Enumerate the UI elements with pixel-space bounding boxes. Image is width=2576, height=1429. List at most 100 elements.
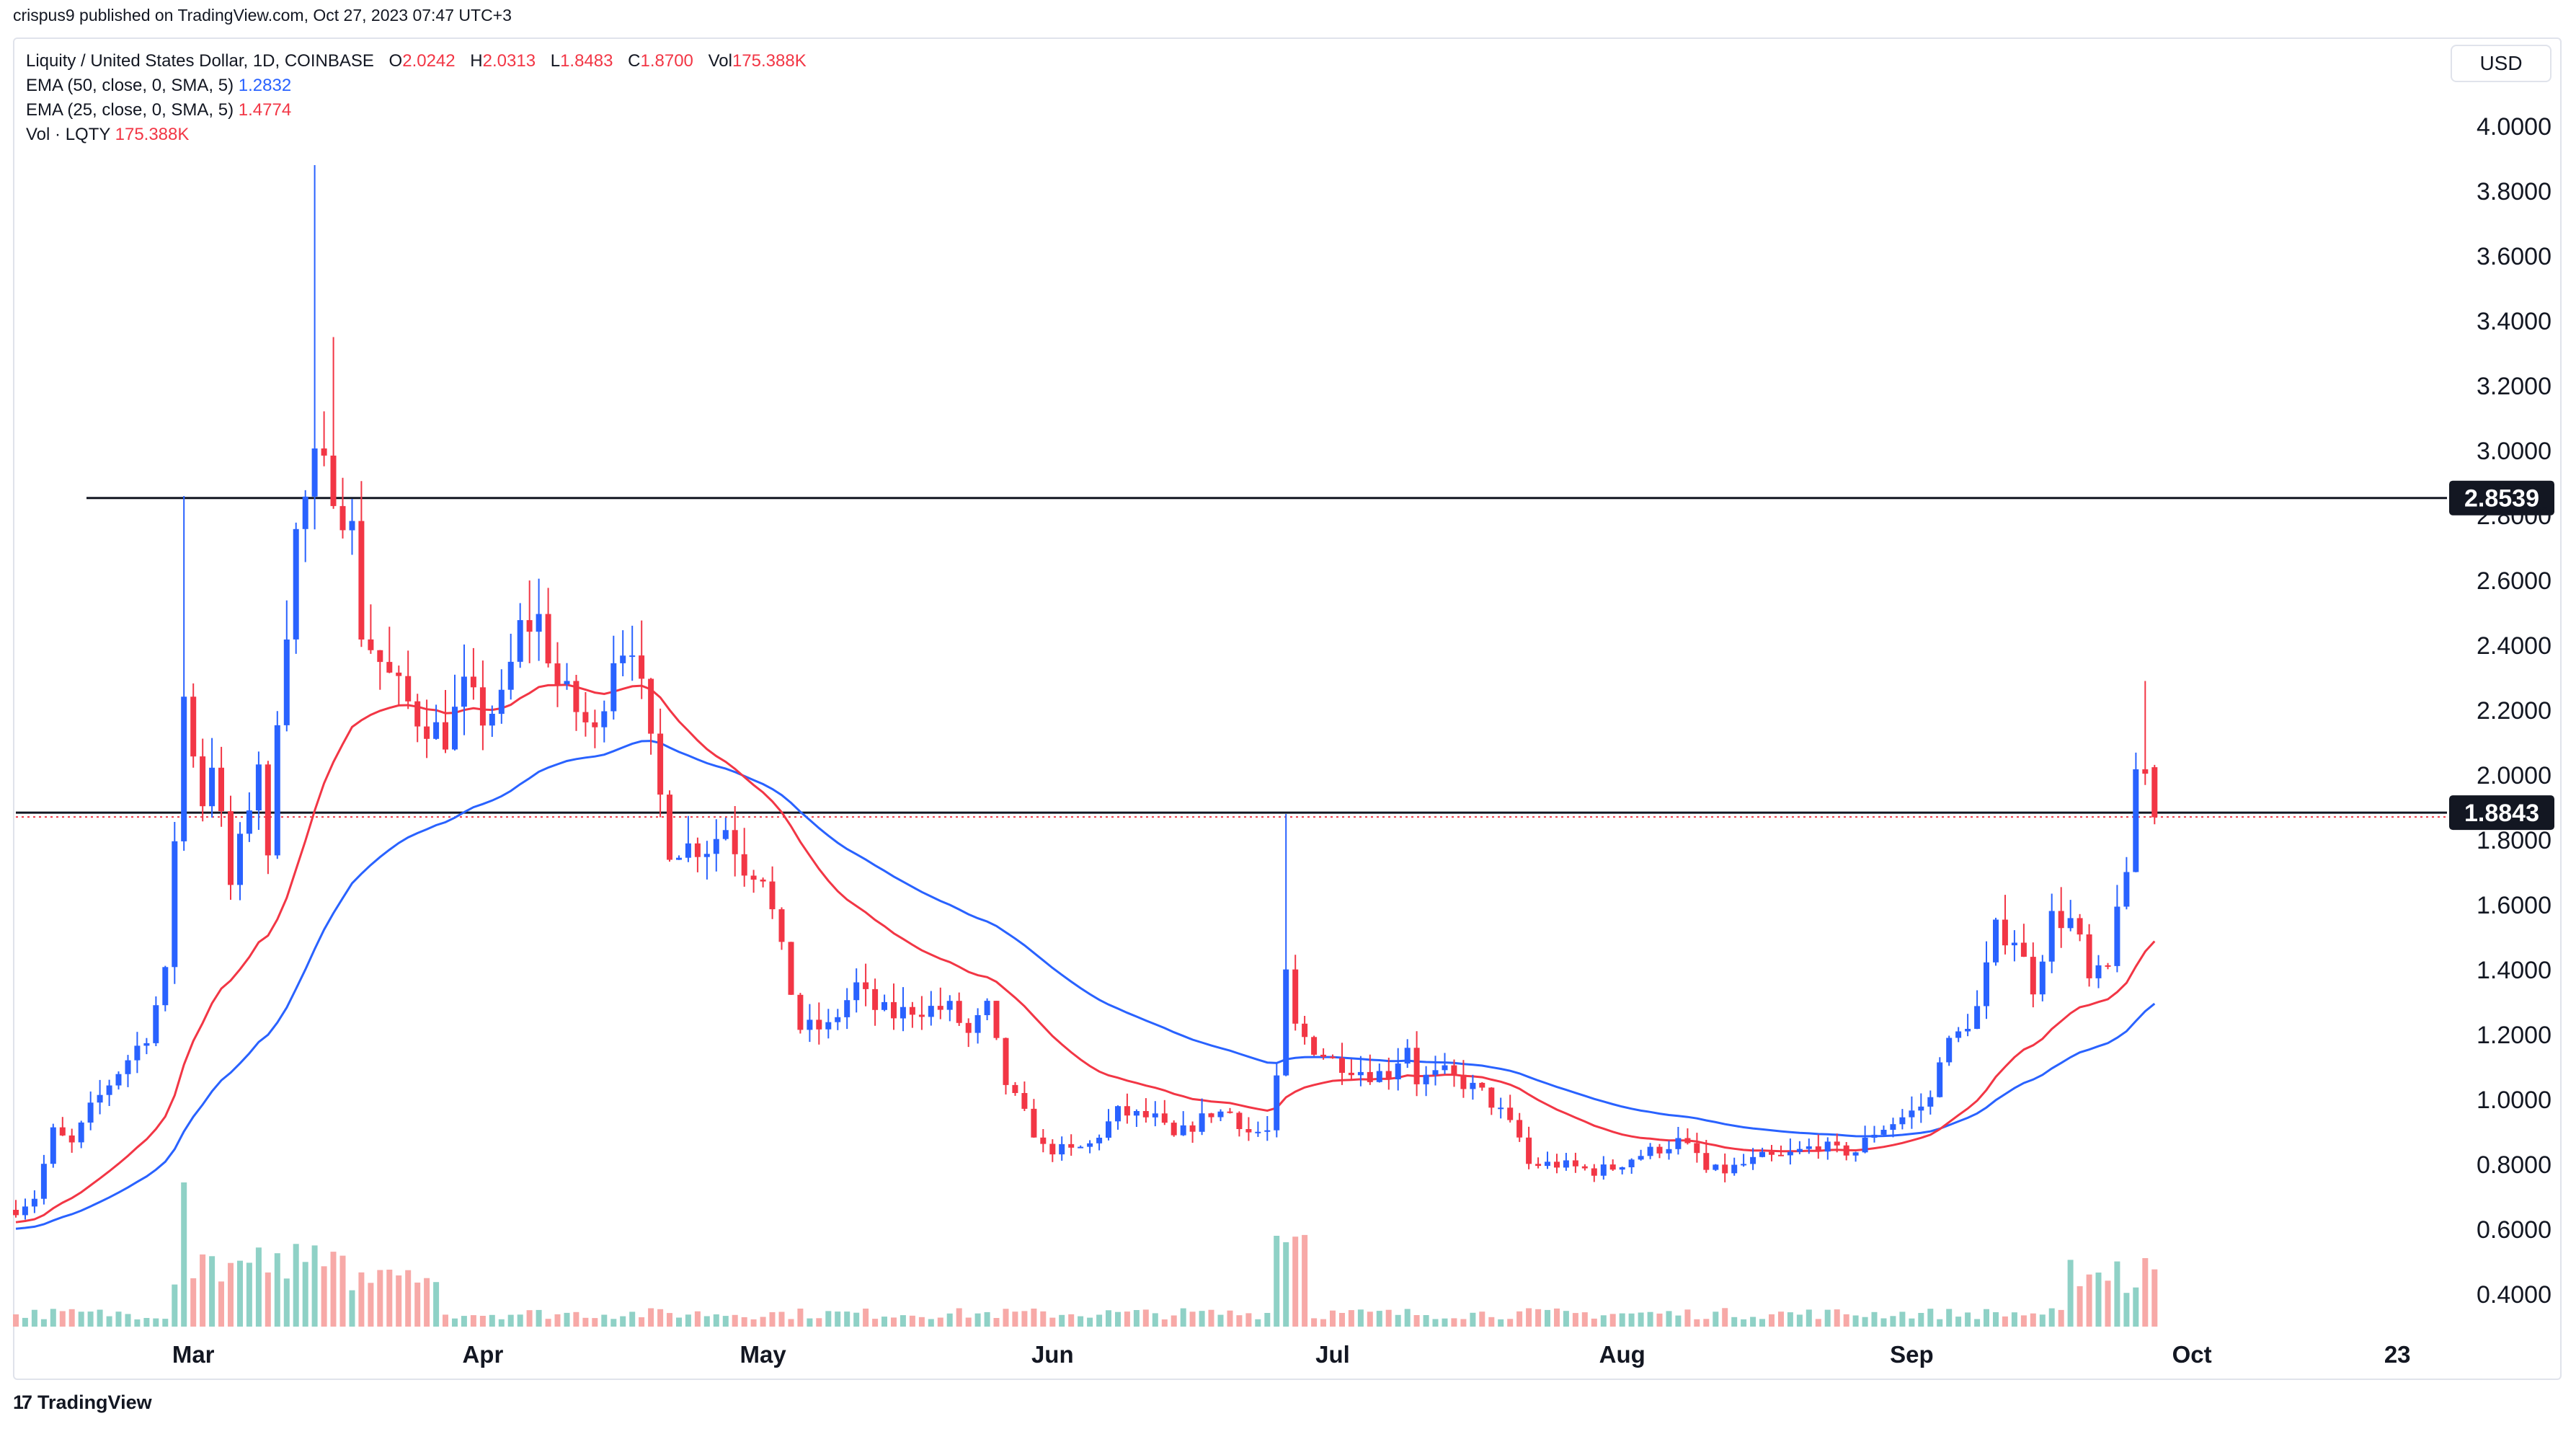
candle[interactable] xyxy=(610,635,617,720)
candle[interactable] xyxy=(844,988,850,1030)
candle[interactable] xyxy=(1918,1093,1924,1123)
candle[interactable] xyxy=(965,1018,972,1048)
candle[interactable] xyxy=(1563,1153,1569,1171)
currency-button[interactable]: USD xyxy=(2451,45,2551,82)
candle[interactable] xyxy=(1208,1112,1214,1123)
candle[interactable] xyxy=(1451,1059,1457,1087)
price-axis[interactable]: 0.4000 0.6000 0.8000 1.0000 1.2000 1.4000 1.60… xyxy=(2477,113,2551,1309)
candle[interactable] xyxy=(1413,1031,1420,1097)
candle[interactable] xyxy=(1993,917,1999,966)
candle[interactable] xyxy=(667,790,672,862)
candle[interactable] xyxy=(750,870,757,893)
candle[interactable] xyxy=(1899,1109,1906,1130)
candle[interactable] xyxy=(1124,1093,1130,1124)
tradingview-brand[interactable]: 17 TradingView xyxy=(13,1392,152,1414)
candle[interactable] xyxy=(470,647,476,700)
candle[interactable] xyxy=(330,337,337,509)
candle[interactable] xyxy=(1609,1159,1616,1171)
candle[interactable] xyxy=(1927,1090,1934,1115)
candle[interactable] xyxy=(274,711,280,859)
candle[interactable] xyxy=(1133,1109,1140,1127)
candle[interactable] xyxy=(1432,1056,1439,1086)
candle[interactable] xyxy=(1199,1098,1205,1136)
candle[interactable] xyxy=(31,1190,37,1213)
candle[interactable] xyxy=(1507,1094,1514,1123)
candle[interactable] xyxy=(1666,1141,1672,1160)
candle[interactable] xyxy=(582,691,589,737)
candle[interactable] xyxy=(1984,941,1989,1019)
candle[interactable] xyxy=(1357,1056,1364,1087)
candle[interactable] xyxy=(1759,1147,1765,1158)
candle[interactable] xyxy=(87,1091,94,1131)
candle[interactable] xyxy=(1965,1014,1971,1037)
candle[interactable] xyxy=(78,1120,84,1149)
candle[interactable] xyxy=(778,907,785,950)
candle[interactable] xyxy=(1488,1087,1495,1115)
candle[interactable] xyxy=(311,165,318,530)
candle[interactable] xyxy=(2151,764,2158,825)
candle[interactable] xyxy=(545,588,551,668)
candle[interactable] xyxy=(2030,942,2036,1008)
candle[interactable] xyxy=(1189,1121,1196,1143)
candle[interactable] xyxy=(1684,1128,1691,1145)
candle[interactable] xyxy=(1264,1116,1271,1141)
candle[interactable] xyxy=(1619,1167,1625,1174)
candle[interactable] xyxy=(517,603,523,668)
candle[interactable] xyxy=(405,650,412,709)
candle[interactable] xyxy=(1227,1107,1233,1114)
candle[interactable] xyxy=(2086,924,2092,987)
candle[interactable] xyxy=(302,490,308,562)
candle[interactable] xyxy=(1787,1138,1793,1165)
candle[interactable] xyxy=(228,795,234,900)
candle[interactable] xyxy=(956,992,962,1026)
candle[interactable] xyxy=(2095,955,2102,988)
candle[interactable] xyxy=(1591,1164,1597,1182)
candle[interactable] xyxy=(358,481,365,647)
candle[interactable] xyxy=(2105,963,2111,970)
candle[interactable] xyxy=(368,604,374,654)
candle[interactable] xyxy=(172,822,178,984)
time-axis[interactable]: Mar Apr May Jun Jul Aug Sep Oct 23 xyxy=(172,1341,2411,1368)
candle[interactable] xyxy=(125,1055,131,1087)
candle[interactable] xyxy=(1871,1125,1878,1143)
ema50-row[interactable]: EMA (50, close, 0, SMA, 5) 1.2832 xyxy=(26,74,817,98)
candle[interactable] xyxy=(40,1154,47,1205)
candle[interactable] xyxy=(218,746,224,827)
candle[interactable] xyxy=(1423,1066,1429,1097)
candle[interactable] xyxy=(1796,1141,1803,1154)
candle[interactable] xyxy=(59,1117,66,1136)
candle[interactable] xyxy=(1115,1105,1121,1130)
candle[interactable] xyxy=(396,665,402,705)
candle[interactable] xyxy=(246,792,252,842)
candle[interactable] xyxy=(414,694,421,743)
candle[interactable] xyxy=(1367,1054,1373,1085)
candle[interactable] xyxy=(1834,1133,1840,1153)
candle[interactable] xyxy=(2058,887,2064,948)
candle[interactable] xyxy=(713,819,719,872)
candle[interactable] xyxy=(1656,1143,1663,1159)
candle[interactable] xyxy=(807,1004,813,1043)
candle[interactable] xyxy=(1675,1127,1682,1155)
candle[interactable] xyxy=(1330,1054,1336,1059)
candle[interactable] xyxy=(760,877,766,888)
candle[interactable] xyxy=(1442,1053,1448,1074)
candle[interactable] xyxy=(489,705,495,738)
candle[interactable] xyxy=(2077,913,2083,942)
candle[interactable] xyxy=(788,942,794,995)
candle[interactable] xyxy=(1545,1151,1550,1169)
candle[interactable] xyxy=(900,987,906,1032)
candle[interactable] xyxy=(2114,885,2120,973)
candle[interactable] xyxy=(881,994,887,1012)
candle[interactable] xyxy=(2067,900,2074,932)
candle[interactable] xyxy=(1638,1149,1644,1161)
candle[interactable] xyxy=(1106,1109,1111,1141)
candle[interactable] xyxy=(1647,1143,1653,1159)
candle[interactable] xyxy=(321,411,327,466)
candle[interactable] xyxy=(1909,1096,1915,1129)
volume-row[interactable]: Vol · LQTY 175.388K xyxy=(26,123,817,147)
candle[interactable] xyxy=(1852,1151,1859,1162)
candle[interactable] xyxy=(526,580,533,663)
candle[interactable] xyxy=(162,965,169,1012)
candle[interactable] xyxy=(629,625,636,681)
